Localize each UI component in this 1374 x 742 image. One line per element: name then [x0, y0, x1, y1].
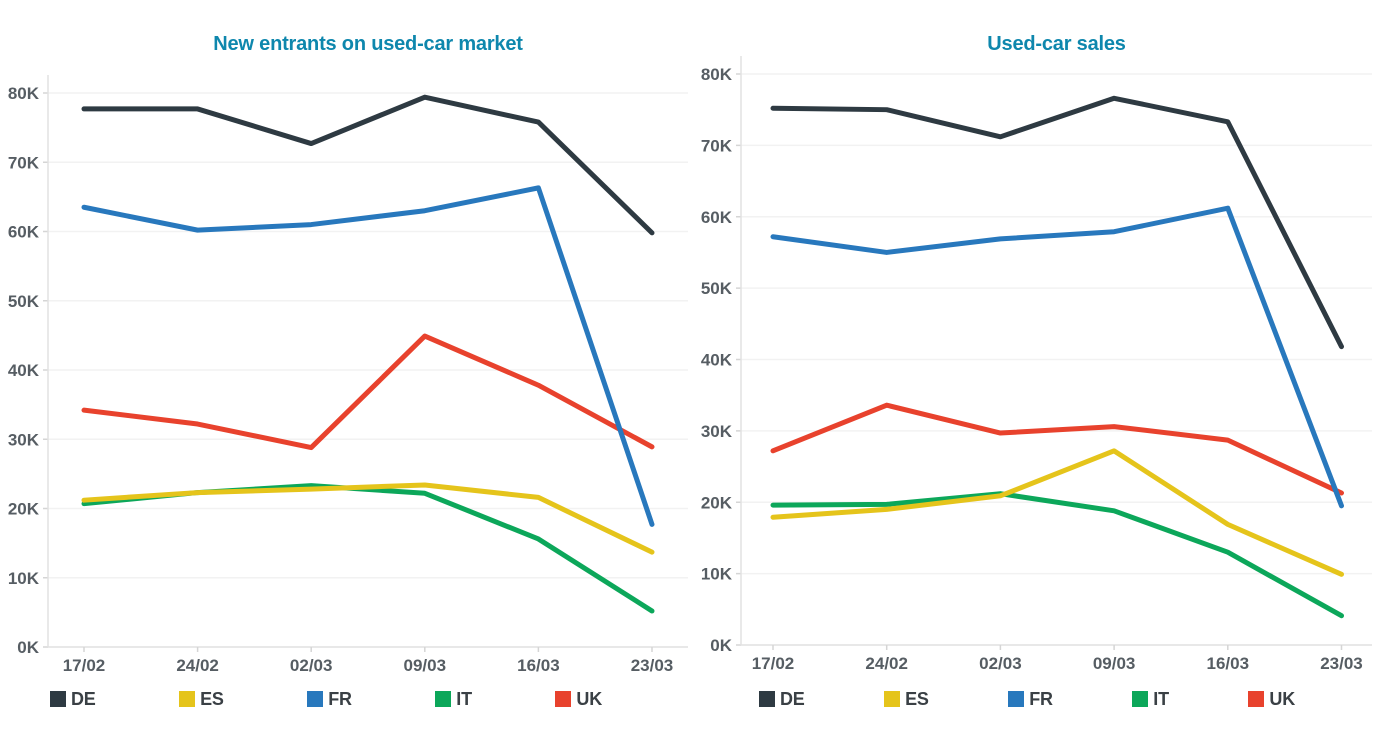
y-tick-label: 40K [701, 351, 733, 370]
legend-label-uk: UK [576, 688, 602, 709]
legend-new-entrants: DE ES FR IT UK [50, 688, 602, 710]
y-tick-label: 30K [701, 422, 733, 441]
y-tick-label: 30K [8, 430, 40, 449]
x-tick-label: 09/03 [404, 656, 447, 675]
x-tick-label: 09/03 [1093, 654, 1136, 673]
legend-label-fr: FR [1029, 688, 1053, 709]
legend-item-es[interactable]: ES [884, 689, 929, 710]
y-tick-label: 10K [701, 565, 733, 584]
legend-item-uk[interactable]: UK [1248, 689, 1295, 710]
x-tick-label: 24/02 [176, 656, 219, 675]
x-tick-label: 16/03 [517, 656, 560, 675]
x-tick-label: 17/02 [752, 654, 795, 673]
series-line-it [770, 491, 1344, 619]
y-tick-label: 0K [710, 636, 732, 655]
y-tick-label: 70K [8, 153, 40, 172]
y-tick-label: 80K [701, 65, 733, 84]
chart-title-used-car-sales: Used-car sales [987, 33, 1126, 55]
x-tick-label: 16/03 [1207, 654, 1250, 673]
y-tick-label: 70K [701, 136, 733, 155]
y-tick-label: 60K [701, 208, 733, 227]
legend-swatch-de [50, 691, 66, 707]
legend-swatch-uk [1248, 691, 1265, 707]
legend-swatch-de [759, 691, 775, 707]
series-line-de [81, 94, 655, 236]
legend-item-es[interactable]: ES [179, 689, 224, 710]
x-tick-label: 24/02 [865, 654, 908, 673]
legend-item-it[interactable]: IT [1132, 689, 1169, 710]
y-tick-label: 0K [17, 638, 39, 657]
x-tick-label: 17/02 [63, 656, 106, 675]
legend-label-es: ES [200, 688, 224, 709]
legend-swatch-it [435, 691, 452, 707]
series-line-fr [81, 185, 655, 527]
legend-swatch-fr [307, 691, 324, 707]
series-line-de [770, 95, 1344, 350]
legend-label-de: DE [71, 688, 96, 709]
y-tick-label: 50K [8, 292, 40, 311]
x-tick-label: 02/03 [290, 656, 333, 675]
series-line-fr [770, 205, 1344, 509]
y-tick-label: 60K [8, 223, 40, 242]
legend-item-fr[interactable]: FR [1008, 689, 1053, 710]
y-tick-label: 40K [8, 361, 40, 380]
y-tick-label: 20K [8, 500, 40, 519]
x-tick-label: 23/03 [631, 656, 674, 675]
y-tick-label: 50K [701, 279, 733, 298]
legend-item-it[interactable]: IT [435, 689, 472, 710]
legend-label-es: ES [905, 688, 929, 709]
legend-swatch-es [884, 691, 901, 707]
series-line-uk [770, 402, 1344, 496]
y-tick-label: 10K [8, 569, 40, 588]
legend-used-car-sales: DE ES FR IT UK [759, 688, 1295, 710]
x-tick-label: 23/03 [1320, 654, 1363, 673]
series-line-es [81, 482, 655, 555]
legend-swatch-es [179, 691, 196, 707]
y-tick-label: 80K [8, 84, 40, 103]
series-line-es [770, 448, 1344, 577]
y-tick-label: 20K [701, 493, 733, 512]
legend-label-uk: UK [1269, 688, 1295, 709]
legend-swatch-fr [1008, 691, 1025, 707]
series-line-uk [81, 333, 655, 451]
legend-item-uk[interactable]: UK [555, 689, 602, 710]
chart-title-new-entrants: New entrants on used-car market [213, 33, 523, 55]
legend-label-fr: FR [328, 688, 352, 709]
legend-label-it: IT [1153, 688, 1169, 709]
legend-label-it: IT [456, 688, 472, 709]
legend-label-de: DE [780, 688, 805, 709]
series-line-it [81, 483, 655, 614]
legend-swatch-it [1132, 691, 1149, 707]
x-tick-label: 02/03 [979, 654, 1022, 673]
legend-item-de[interactable]: DE [759, 689, 805, 710]
legend-swatch-uk [555, 691, 572, 707]
legend-item-fr[interactable]: FR [307, 689, 352, 710]
legend-item-de[interactable]: DE [50, 689, 96, 710]
